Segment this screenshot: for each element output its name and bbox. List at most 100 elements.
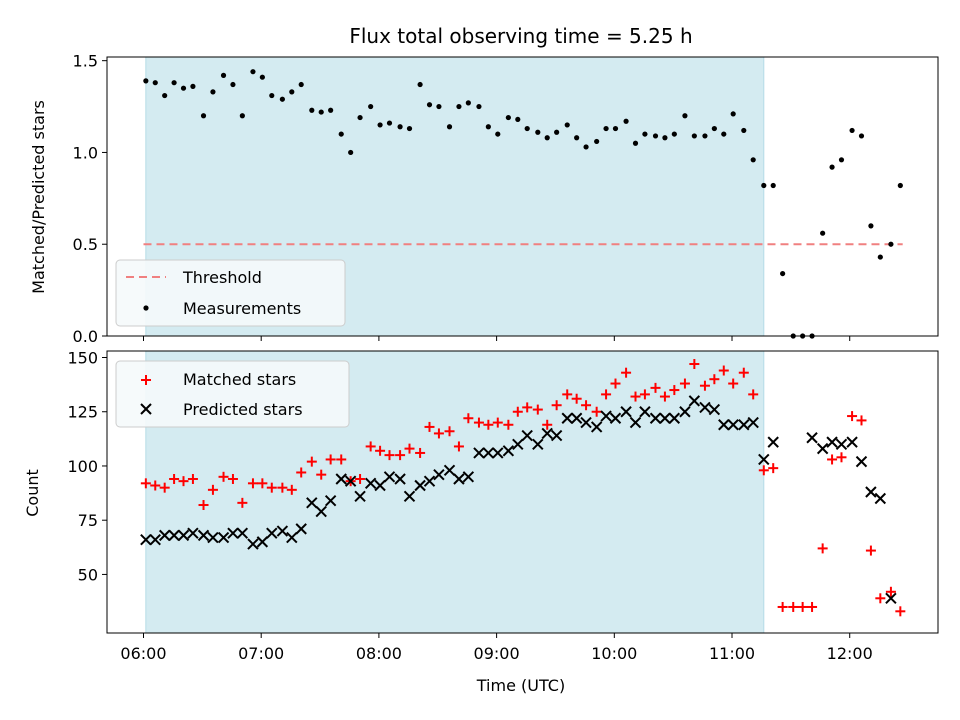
measurement-point: [849, 127, 855, 134]
measurement-point: [671, 131, 677, 137]
x-tick-label: 09:00: [474, 644, 520, 663]
matched-star-point: [788, 601, 799, 612]
matched-star-point: [415, 447, 426, 458]
measurement-point: [397, 124, 403, 130]
measurement-point: [495, 131, 501, 137]
ratio-legend-box: [115, 259, 346, 327]
matched-star-point: [895, 606, 906, 617]
matched-star-point: [689, 359, 700, 370]
measurement-point: [328, 107, 334, 113]
predicted-star-point: [747, 416, 759, 429]
matched-star-point: [207, 484, 218, 495]
predicted-star-point: [620, 406, 632, 418]
measurement-point: [417, 81, 423, 88]
legend-measurement-label: Measurements: [183, 299, 301, 318]
measurement-point: [652, 133, 659, 139]
measurement-point: [721, 131, 727, 137]
measurement-point: [446, 124, 453, 130]
matched-star-point: [247, 478, 258, 489]
predicted-star-point: [140, 534, 152, 546]
predicted-star-point: [580, 416, 592, 429]
matched-star-point: [453, 441, 464, 452]
measurement-point: [594, 138, 600, 145]
matched-star-point: [875, 593, 886, 604]
measurement-point: [888, 241, 894, 247]
count-y-tick-label: 150: [67, 349, 98, 368]
matched-star-point: [718, 365, 729, 376]
measurement-point: [318, 109, 324, 115]
matched-star-point: [463, 413, 474, 424]
measurement-point: [603, 125, 609, 132]
predicted-star-point: [639, 406, 651, 418]
legend-predicted-swatch: [140, 403, 152, 415]
measurement-point: [406, 125, 413, 132]
count-axes-frame: [106, 350, 939, 634]
predicted-star-point: [874, 492, 887, 505]
predicted-star-point: [629, 416, 642, 429]
ratio-y-tick-label: 1.0: [73, 143, 98, 162]
matched-star-point: [669, 385, 680, 396]
measurement-point: [368, 103, 374, 110]
predicted-star-point: [699, 401, 711, 414]
matched-star-point: [542, 419, 553, 430]
predicted-star-point: [541, 427, 553, 440]
predicted-star-point: [247, 538, 259, 550]
count-y-tick-label: 125: [67, 403, 98, 422]
predicted-star-point: [276, 525, 289, 537]
measurement-point: [338, 131, 344, 137]
measurement-point: [357, 114, 363, 121]
predicted-star-point: [609, 412, 622, 424]
matched-star-point: [178, 476, 189, 487]
matched-star-point: [827, 454, 838, 465]
matched-star-point: [639, 389, 650, 400]
matched-star-point: [532, 404, 543, 415]
matched-star-point: [395, 450, 406, 461]
predicted-star-points: [140, 395, 897, 604]
matched-star-point: [306, 456, 317, 467]
measurement-point: [574, 135, 580, 141]
predicted-star-point: [512, 438, 524, 450]
predicted-star-point: [826, 436, 838, 448]
matched-star-point: [483, 419, 494, 430]
predicted-star-point: [679, 406, 691, 418]
predicted-star-point: [473, 447, 485, 459]
matched-star-point: [621, 367, 632, 378]
predicted-star-point: [383, 471, 396, 483]
predicted-star-point: [816, 442, 829, 455]
matched-star-point: [709, 374, 720, 385]
matched-star-point: [492, 417, 503, 428]
matched-star-point: [266, 482, 277, 493]
predicted-star-point: [738, 419, 750, 431]
measurement-point: [564, 122, 570, 128]
predicted-star-point: [374, 479, 386, 492]
predicted-star-point: [659, 412, 671, 424]
measurement-point: [897, 182, 903, 189]
predicted-star-point: [521, 429, 533, 442]
measurement-point: [780, 270, 786, 277]
measurement-point: [143, 78, 149, 84]
measurement-point: [279, 96, 285, 102]
matched-star-point: [424, 421, 435, 432]
matched-star-point: [591, 406, 602, 417]
measurement-point: [858, 133, 865, 139]
legend-matched-swatch: [141, 375, 151, 385]
predicted-star-point: [835, 438, 848, 450]
predicted-star-point: [727, 419, 739, 431]
ratio-y-ticks: 0.0 0.5 1.0 1.5: [73, 52, 107, 346]
measurement-point: [554, 129, 560, 135]
predicted-star-point: [462, 471, 475, 483]
matched-star-point: [316, 469, 327, 480]
predicted-star-point: [855, 455, 868, 468]
predicted-star-point: [256, 536, 269, 548]
predicted-star-point: [227, 527, 239, 539]
measurement-point: [877, 254, 883, 260]
measurement-point: [612, 125, 619, 132]
predicted-star-point: [423, 475, 436, 487]
predicted-star-point: [158, 529, 171, 542]
matched-star-point: [473, 417, 484, 428]
measurement-point: [476, 103, 482, 110]
matched-star-point: [562, 389, 573, 400]
measurement-point: [505, 114, 511, 121]
predicted-star-point: [217, 531, 230, 544]
ratio-axes-frame: [106, 56, 939, 337]
